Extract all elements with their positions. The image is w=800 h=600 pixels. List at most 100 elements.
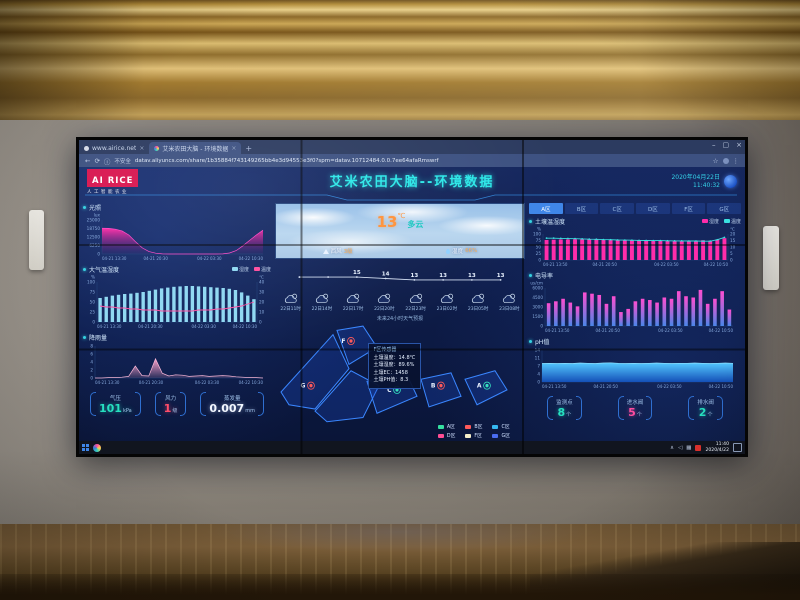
network-icon[interactable]: ▦ xyxy=(686,444,692,451)
bullet-icon xyxy=(83,336,86,339)
svg-text:10: 10 xyxy=(259,310,265,315)
svg-text:%: % xyxy=(91,275,95,280)
bookmark-star-icon[interactable]: ☆ xyxy=(712,156,719,165)
svg-text:04-21 20:30: 04-21 20:30 xyxy=(143,256,168,261)
browser-address-bar: ← ⟳ ⓘ 不安全 datav.aliyuncs.com/share/1b358… xyxy=(79,154,745,167)
bullet-icon xyxy=(529,220,532,223)
svg-text:25: 25 xyxy=(90,310,96,315)
volume-icon[interactable]: ◁ xyxy=(678,444,683,451)
maximize-button[interactable]: ▢ xyxy=(722,141,730,149)
zone-tab-C区[interactable]: C区 xyxy=(600,203,635,214)
browser-tab-active[interactable]: 艾米农田大脑 - 环境数据 × xyxy=(149,142,242,154)
svg-text:04-21 13:30: 04-21 13:30 xyxy=(95,380,120,385)
svg-text:04-21 13:50: 04-21 13:50 xyxy=(545,328,570,333)
svg-text:lux: lux xyxy=(94,213,101,218)
close-button[interactable]: × xyxy=(736,141,742,149)
clock[interactable]: 11:40 2020/4/22 xyxy=(705,442,729,453)
svg-text:6250: 6250 xyxy=(89,243,100,248)
start-button[interactable] xyxy=(82,444,89,451)
tab-close-icon[interactable]: × xyxy=(139,144,145,152)
stat-wind: 风力 1级 xyxy=(154,392,187,416)
tray-chevron-icon[interactable]: ∧ xyxy=(669,444,674,451)
stat-pressure: 气压 101kPa xyxy=(90,392,141,416)
stat-inlet-valves: 进水阀 5个 xyxy=(617,396,653,420)
zone-tab-D区[interactable]: D区 xyxy=(636,203,670,214)
svg-text:40: 40 xyxy=(259,280,265,285)
panel-title: 大气温湿度 xyxy=(89,267,120,274)
video-wall: www.airice.net × 艾米农田大脑 - 环境数据 × + – ▢ ×… xyxy=(76,137,748,457)
tab-close-icon[interactable]: × xyxy=(231,144,237,152)
browser-tab-inactive[interactable]: www.airice.net × xyxy=(79,142,149,154)
new-tab-button[interactable]: + xyxy=(245,144,253,153)
right-column: A区 B区 C区 D区 F区 G区 土壤温湿度 湿度 温度 0 25 50 75 100 0 5 10 1… xyxy=(529,203,742,443)
forecast-time: 23日05时 xyxy=(467,307,489,312)
svg-text:04-21 20:30: 04-21 20:30 xyxy=(138,324,163,329)
svg-text:04-22 10:30: 04-22 10:30 xyxy=(239,256,264,261)
forecast-time: 22日14时 xyxy=(311,307,333,312)
svg-text:04-22 03:30: 04-22 03:30 xyxy=(195,380,220,385)
menu-dots-icon[interactable]: ⋮ xyxy=(732,156,740,165)
forecast-cell: 22日17时 xyxy=(338,292,369,312)
forecast-temp-line: 15 14 13 13 13 13 xyxy=(275,261,525,289)
svg-text:6000: 6000 xyxy=(532,286,543,291)
svg-text:11: 11 xyxy=(535,356,541,361)
atmos-chart: 0 25 50 75 100 0 10 20 30 40% ℃ 04-21 13:30 04-21 20… xyxy=(83,274,271,330)
svg-text:0: 0 xyxy=(538,258,541,263)
taskbar-browser-icon[interactable] xyxy=(93,443,101,452)
svg-text:us/cm: us/cm xyxy=(530,281,543,286)
svg-text:20: 20 xyxy=(730,232,736,237)
window-controls: – ▢ × xyxy=(712,141,742,149)
svg-text:4: 4 xyxy=(90,360,93,365)
svg-text:%: % xyxy=(537,227,541,232)
forecast-time: 22日17时 xyxy=(342,307,364,312)
zone-tab-B区[interactable]: B区 xyxy=(564,203,599,214)
svg-text:50: 50 xyxy=(90,300,96,305)
partly-cloudy-icon xyxy=(284,293,297,303)
weather-panel: 13℃多云 西风 3级 湿度 66% xyxy=(275,203,525,259)
zone-tab-F区[interactable]: F区 xyxy=(671,203,706,214)
forecast-cell: 22日20时 xyxy=(369,292,400,312)
svg-text:04-21 20:50: 04-21 20:50 xyxy=(593,384,618,389)
right-stats: 监测点 8个 进水阀 5个 排水阀 2个 xyxy=(529,396,741,420)
floor-shadow xyxy=(0,574,800,600)
svg-text:1500: 1500 xyxy=(532,314,543,319)
svg-text:15: 15 xyxy=(353,270,361,276)
partly-cloudy-icon xyxy=(347,293,360,303)
profile-avatar[interactable] xyxy=(722,157,729,164)
svg-text:10: 10 xyxy=(730,245,736,250)
notification-icon[interactable] xyxy=(733,443,742,452)
svg-text:0: 0 xyxy=(259,320,262,325)
svg-text:04-22 10:30: 04-22 10:30 xyxy=(239,380,264,385)
svg-text:3000: 3000 xyxy=(532,305,543,310)
svg-text:8: 8 xyxy=(90,344,93,349)
back-icon[interactable]: ← xyxy=(85,156,91,165)
wall-speaker-left xyxy=(29,210,44,270)
tray-app-icon[interactable] xyxy=(695,444,702,451)
url-text[interactable]: datav.aliyuncs.com/share/1b35884f7431492… xyxy=(134,157,439,164)
svg-text:0: 0 xyxy=(540,324,543,329)
browser-tabstrip: www.airice.net × 艾米农田大脑 - 环境数据 × + – ▢ × xyxy=(79,140,745,154)
forecast-cell: 23日08时 xyxy=(494,292,525,312)
legend: 湿度 温度 xyxy=(231,266,271,273)
svg-text:50: 50 xyxy=(536,245,542,250)
wind-info: 西风 3级 xyxy=(322,247,353,255)
svg-text:25000: 25000 xyxy=(87,218,101,223)
svg-text:0: 0 xyxy=(730,258,733,263)
partly-cloudy-icon xyxy=(409,293,422,303)
forecast-time: 23日02时 xyxy=(436,307,458,312)
minimize-button[interactable]: – xyxy=(712,141,716,149)
svg-text:04-21 13:50: 04-21 13:50 xyxy=(543,262,568,267)
zone-tab-G区[interactable]: G区 xyxy=(707,203,742,214)
bullet-icon xyxy=(83,268,86,271)
current-temp: 13 xyxy=(376,213,398,231)
svg-text:04-21 20:30: 04-21 20:30 xyxy=(139,380,164,385)
info-icon[interactable]: ⓘ xyxy=(103,157,111,166)
svg-text:04-22 10:50: 04-22 10:50 xyxy=(704,262,729,267)
forecast-time: 22日11时 xyxy=(280,307,301,312)
dashboard-header: AI RICE 人工智能农业 艾米农田大脑--环境数据 2020年04月22日 … xyxy=(79,167,745,195)
zone-tab-A区[interactable]: A区 xyxy=(529,203,563,214)
svg-text:04-22 10:30: 04-22 10:30 xyxy=(233,324,258,329)
refresh-icon[interactable]: ⟳ xyxy=(94,156,100,165)
panel-title: pH值 xyxy=(535,339,550,346)
svg-text:℃: ℃ xyxy=(259,275,264,280)
